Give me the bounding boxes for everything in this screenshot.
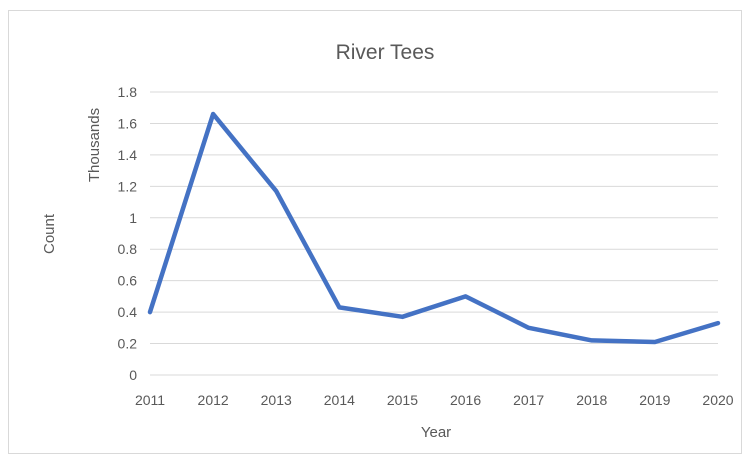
y-tick-label: 0	[129, 367, 137, 383]
y-tick-label: 1.6	[118, 115, 138, 131]
series-line	[147, 111, 721, 345]
x-axis-title: Year	[421, 424, 451, 441]
x-tick-label: 2020	[702, 392, 733, 408]
y-tick-label: 1.2	[118, 178, 138, 194]
y-tick-label: 0.6	[118, 273, 138, 289]
y-tick-label: 1.4	[118, 147, 138, 163]
x-tick-label: 2015	[387, 392, 418, 408]
x-tick-label: 2016	[450, 392, 481, 408]
y-tick-label: 0.8	[118, 241, 138, 257]
display-units-label: Thousands	[86, 108, 103, 182]
gridlines	[150, 91, 718, 376]
chart-area	[8, 10, 742, 454]
x-tick-label: 2017	[513, 392, 544, 408]
x-tick-label: 2011	[135, 392, 165, 408]
chart-title: River Tees	[336, 41, 435, 64]
y-tick-label: 0.4	[118, 304, 138, 320]
y-axis-title: Count	[41, 213, 58, 254]
y-axis-ticks: 0 0.2 0.4 0.6 0.8 1 1.2 1.4 1.6 1.8	[118, 84, 138, 383]
x-tick-label: 2018	[576, 392, 607, 408]
y-tick-label: 0.2	[118, 336, 138, 352]
plot-series	[147, 111, 721, 345]
x-tick-label: 2019	[639, 392, 670, 408]
x-tick-label: 2012	[198, 392, 229, 408]
x-tick-label: 2013	[261, 392, 292, 408]
x-axis-ticks: 2011 2012 2013 2014 2015 2016 2017 2018 2019 2020	[135, 392, 734, 408]
x-tick-label: 2014	[324, 392, 355, 408]
y-tick-label: 1	[129, 210, 137, 226]
y-tick-label: 1.8	[118, 84, 138, 100]
